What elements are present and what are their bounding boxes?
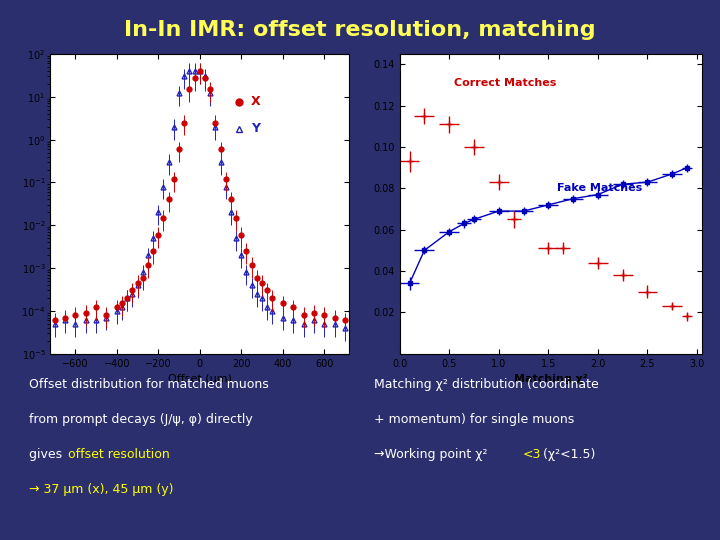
Text: Correct Matches: Correct Matches (454, 78, 557, 88)
Text: Fake Matches: Fake Matches (557, 183, 642, 193)
Text: →Working point χ²: →Working point χ² (374, 448, 488, 461)
Text: Matching χ² distribution (coordinate: Matching χ² distribution (coordinate (374, 378, 599, 391)
Text: offset resolution: offset resolution (68, 448, 170, 461)
Text: In-In IMR: offset resolution, matching: In-In IMR: offset resolution, matching (124, 19, 596, 40)
Text: + momentum) for single muons: + momentum) for single muons (374, 413, 575, 426)
Text: X: X (251, 96, 260, 109)
X-axis label: Offset (μm): Offset (μm) (168, 374, 232, 384)
Text: → 37 μm (x), 45 μm (y): → 37 μm (x), 45 μm (y) (29, 483, 174, 496)
Text: Y: Y (251, 123, 260, 136)
X-axis label: Matching χ²: Matching χ² (514, 374, 588, 384)
Text: Offset distribution for matched muons: Offset distribution for matched muons (29, 378, 269, 391)
Text: (χ²<1.5): (χ²<1.5) (539, 448, 595, 461)
Text: gives: gives (29, 448, 66, 461)
Text: <3: <3 (523, 448, 541, 461)
Text: from prompt decays (J/ψ, φ) directly: from prompt decays (J/ψ, φ) directly (29, 413, 253, 426)
